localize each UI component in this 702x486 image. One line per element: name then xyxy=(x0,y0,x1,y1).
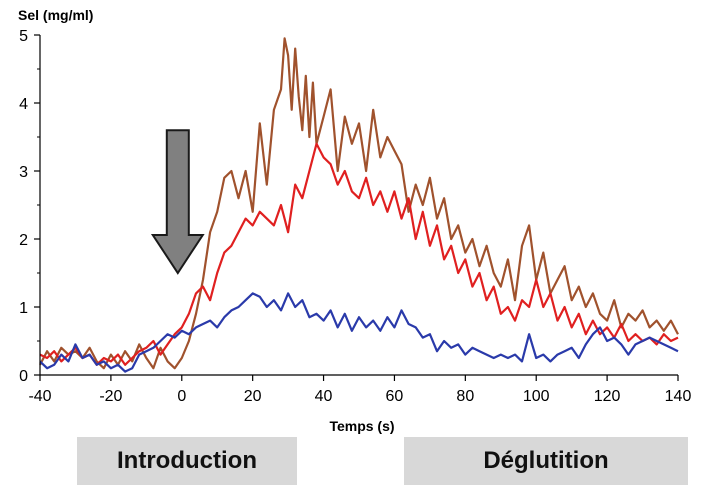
x-tick-label: 120 xyxy=(594,388,621,405)
series-line-1 xyxy=(39,37,679,370)
y-ticks: 0 1 2 3 4 5 xyxy=(19,28,40,385)
x-tick-label: 100 xyxy=(523,388,550,405)
arrow-layer xyxy=(150,129,205,275)
x-tick-label: 0 xyxy=(177,388,186,405)
x-tick-label: 140 xyxy=(665,388,692,405)
phase-label-introduction: Introduction xyxy=(77,437,297,485)
line-chart: -40 -20 0 20 40 60 80 100 120 140 0 1 2 3 4 5 Sel (mg/… xyxy=(18,7,691,434)
y-tick-label: 1 xyxy=(19,300,28,317)
phase-label-deglutition: Déglutition xyxy=(404,437,688,485)
series-line-3 xyxy=(39,292,679,373)
x-tick-label: -40 xyxy=(28,388,51,405)
x-tick-label: 60 xyxy=(386,388,404,405)
x-tick-label: 40 xyxy=(315,388,333,405)
y-tick-label: 2 xyxy=(19,232,28,249)
y-tick-label: 5 xyxy=(19,28,28,45)
y-axis-label: Sel (mg/ml) xyxy=(18,7,93,23)
y-tick-label: 3 xyxy=(19,164,28,181)
x-tick-label: 20 xyxy=(244,388,262,405)
x-axis-label: Temps (s) xyxy=(329,418,394,434)
y-tick-label: 0 xyxy=(19,368,28,385)
down-arrow-icon xyxy=(150,129,205,275)
x-tick-label: 80 xyxy=(456,388,474,405)
series-line-2 xyxy=(39,142,679,366)
x-tick-label: -20 xyxy=(99,388,122,405)
x-ticks: -40 -20 0 20 40 60 80 100 120 140 xyxy=(28,375,691,405)
plot-lines xyxy=(39,37,679,373)
y-tick-label: 4 xyxy=(19,96,28,113)
